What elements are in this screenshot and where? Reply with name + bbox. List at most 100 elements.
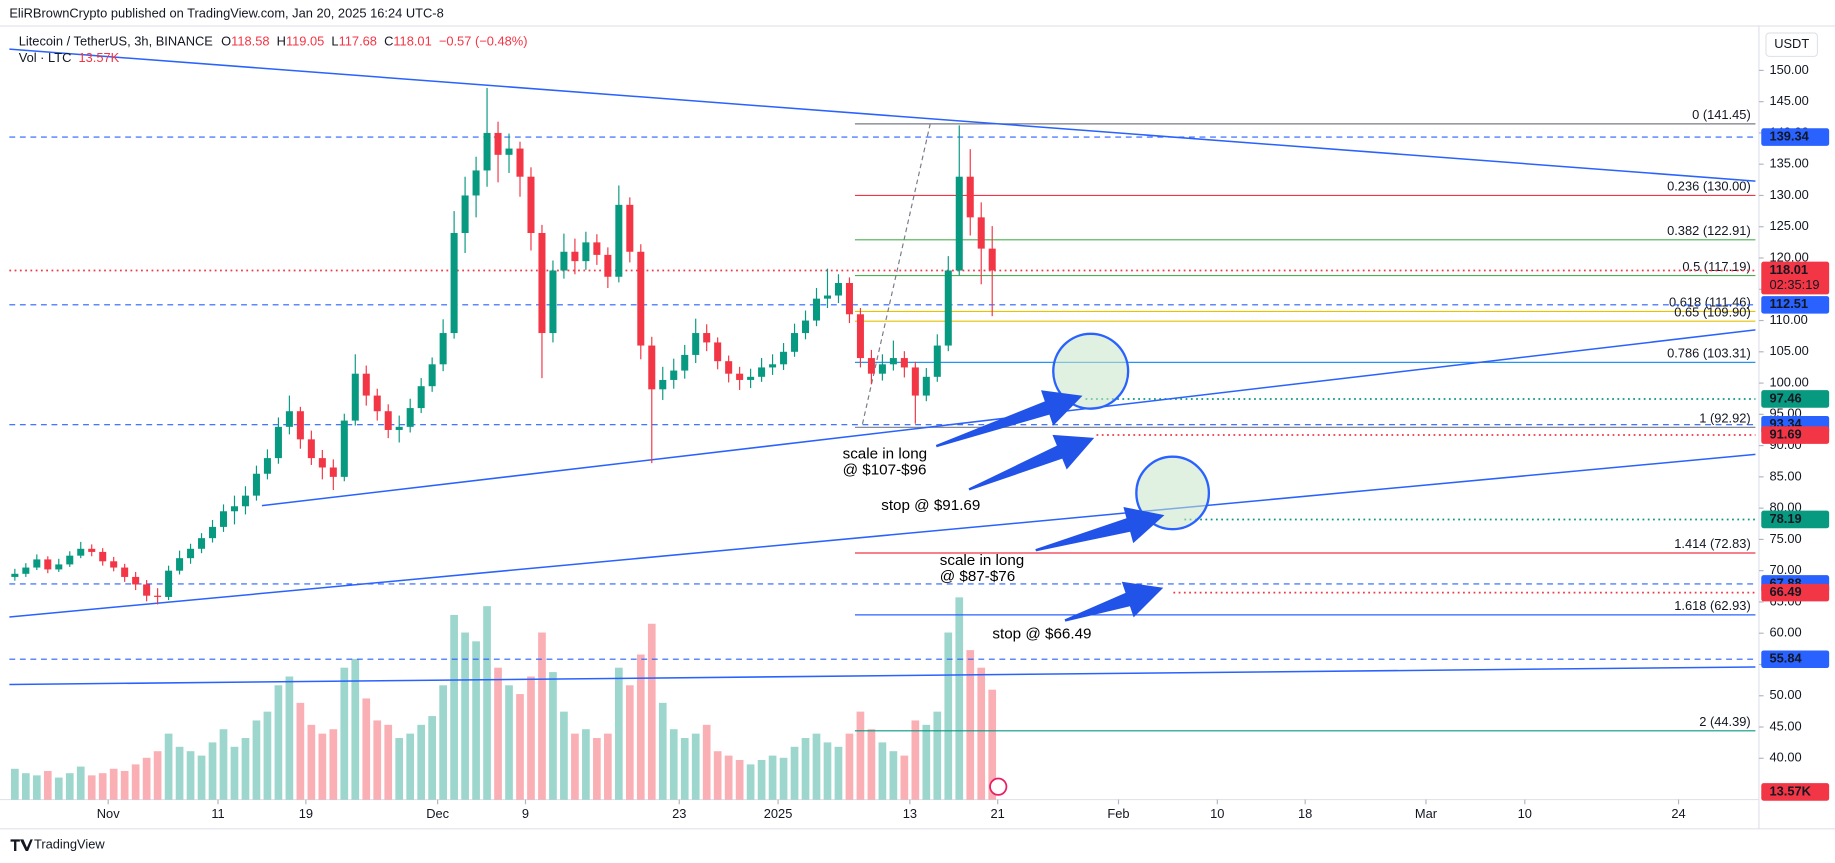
volume-bar — [439, 685, 447, 800]
candle-body — [11, 573, 19, 577]
candle-body — [516, 148, 524, 177]
candle-body — [670, 370, 678, 380]
volume-bar — [889, 751, 898, 800]
footer: TradingView — [34, 837, 105, 852]
candle-body — [922, 376, 930, 396]
volume-bar — [21, 773, 30, 800]
candle-body — [571, 251, 579, 262]
candle-body — [911, 367, 919, 396]
y-tick-label: 70.00 — [1769, 562, 1801, 577]
price-box-label: 118.01 — [1769, 262, 1808, 277]
volume-bar — [494, 667, 502, 800]
volume-bar — [329, 729, 338, 800]
volume-bar — [933, 711, 942, 800]
volume-bar — [944, 632, 953, 800]
volume-bar — [175, 746, 184, 800]
price-box-label: 139.34 — [1769, 128, 1809, 143]
volume-bar — [845, 733, 854, 800]
price-box — [1761, 390, 1830, 408]
volume-bar — [307, 724, 316, 800]
volume-bar — [900, 755, 909, 800]
candle-body — [780, 351, 788, 365]
volume-bar — [32, 775, 41, 800]
volume-bar — [230, 746, 239, 800]
volume-bar — [219, 729, 228, 800]
candle-body — [351, 373, 359, 421]
fib-label: 0.5 (117.19) — [1682, 259, 1750, 274]
zone-circle — [1135, 455, 1211, 531]
y-tick-label: 40.00 — [1769, 750, 1801, 765]
volume-bar — [790, 746, 799, 800]
candle-body — [593, 242, 601, 255]
annotation: scale in long — [940, 552, 1025, 569]
event-icon[interactable] — [989, 777, 1008, 796]
volume-bar — [76, 766, 85, 800]
trendline — [9, 666, 1756, 686]
y-tick-label: 145.00 — [1769, 93, 1808, 108]
fib-label: 0.382 (122.91) — [1667, 223, 1751, 238]
volume-layer — [11, 597, 997, 800]
candle-body — [944, 270, 952, 346]
volume-bar — [362, 698, 371, 800]
volume-bar — [11, 768, 19, 800]
currency-box[interactable] — [1765, 32, 1819, 58]
candle-body — [33, 559, 41, 568]
candle-body — [395, 426, 403, 430]
volume-bar — [351, 658, 360, 800]
volume-bar — [768, 755, 777, 800]
candle-body — [263, 458, 271, 474]
volume-legend: Vol · LTC 13.57K — [19, 50, 120, 65]
volume-bar — [54, 777, 63, 800]
candle-body — [406, 408, 414, 427]
volume-bar — [340, 667, 349, 800]
volume-bar — [384, 724, 393, 800]
candle-body — [878, 364, 886, 374]
annotation: scale in long — [843, 445, 928, 462]
fib-label: 0.618 (111.46) — [1669, 295, 1751, 310]
ohlc-label: H — [277, 34, 286, 49]
y-tick-label: 100.00 — [1769, 374, 1808, 389]
ohlc-value: 117.68 — [339, 34, 377, 49]
y-tick-label: 120.00 — [1769, 249, 1808, 264]
x-tick-label: 10 — [1518, 806, 1532, 821]
candle-body — [88, 548, 96, 552]
candle-body — [165, 570, 173, 597]
x-tick-label: 2025 — [764, 806, 793, 821]
candle-body — [889, 358, 897, 365]
candle-body — [187, 548, 195, 559]
header: EliRBrownCrypto published on TradingView… — [9, 6, 443, 21]
legend: Litecoin / TetherUS, 3h, BINANCE O118.58… — [19, 34, 528, 49]
y-tick-label: 105.00 — [1769, 343, 1808, 358]
volume-bar — [98, 773, 107, 800]
volume-bar — [614, 667, 623, 800]
volume-bar — [669, 729, 678, 800]
candle-body — [769, 364, 777, 368]
volume-bar — [142, 757, 151, 800]
currency: USDT — [1774, 36, 1809, 51]
countdown: 02:35:19 — [1769, 277, 1819, 292]
candle-body — [285, 411, 293, 427]
volume-bar — [527, 676, 535, 800]
volume-bar — [955, 597, 964, 800]
price-box-label: 91.69 — [1769, 426, 1801, 441]
x-tick-label: 19 — [299, 806, 313, 821]
zone-circle — [1052, 332, 1130, 410]
y-tick-label: 50.00 — [1769, 687, 1801, 702]
candle-body — [296, 411, 304, 440]
volume-bar — [538, 632, 546, 800]
y-tick-label: 150.00 — [1769, 62, 1808, 77]
volume-bar — [549, 672, 557, 800]
candle-body — [988, 248, 996, 271]
y-tick-label: 60.00 — [1769, 625, 1801, 640]
candle-body — [856, 314, 864, 359]
volume-bar — [120, 770, 129, 800]
candle-body — [527, 176, 535, 233]
volume-bar — [691, 733, 700, 800]
ohlc-value: 118.58 — [231, 34, 269, 49]
candle-body — [450, 232, 458, 334]
price-box-label: 55.84 — [1769, 651, 1802, 666]
candle-body — [132, 576, 140, 585]
candle-body — [845, 283, 853, 315]
candle-body — [681, 354, 689, 371]
candle-body — [209, 526, 217, 539]
